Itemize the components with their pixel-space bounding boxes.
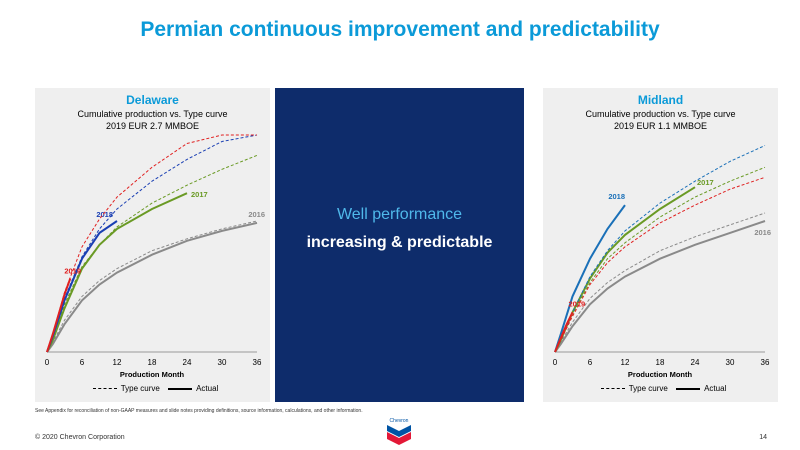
- page-title: Permian continuous improvement and predi…: [140, 18, 660, 41]
- logo-wordmark: Chevron: [390, 418, 409, 424]
- midland-legend: Type curve Actual: [543, 384, 778, 393]
- type-curve-2016: [554, 212, 766, 353]
- actual-curve-2016: [554, 220, 766, 353]
- x-tick-label: 0: [45, 358, 50, 367]
- midland-chart-eur: 2019 EUR 1.1 MMBOE: [613, 121, 708, 131]
- series-label-2018: 2018: [96, 210, 113, 219]
- type-curve-legend-label: Type curve: [628, 384, 668, 393]
- series-label-2016: 2016: [248, 210, 265, 219]
- type-curve-legend-label: Type curve: [120, 384, 160, 393]
- actual-curve-2016: [46, 221, 258, 353]
- actual-curve-2018: [554, 204, 626, 353]
- delaware-line-chart: 0 6 12 18 24 30 36 Production Month 2016 2017 2018…: [45, 134, 265, 379]
- type-curve-2019: [554, 176, 766, 353]
- logo-chevron-top: [387, 425, 411, 437]
- x-tick-label: 30: [218, 358, 227, 367]
- actual-legend-label: Actual: [704, 384, 727, 393]
- x-tick-label: 12: [621, 358, 630, 367]
- actual-curve-2017: [554, 186, 696, 353]
- actual-legend-label: Actual: [196, 384, 219, 393]
- logo-chevron-bottom: [387, 432, 411, 445]
- type-curve-legend-swatch: [92, 388, 117, 390]
- midland-chart-title: Midland: [637, 93, 684, 107]
- x-tick-label: 18: [148, 358, 157, 367]
- midland-chart-panel: Midland Cumulative production vs. Type c…: [543, 88, 778, 402]
- copyright: © 2020 Chevron Corporation: [35, 434, 125, 441]
- series-label-2016: 2016: [754, 228, 771, 237]
- series-label-2017: 2017: [191, 190, 208, 199]
- x-tick-label: 6: [588, 358, 593, 367]
- midland-chart-subtitle: Cumulative production vs. Type curve: [585, 109, 736, 119]
- type-curve-2019: [46, 134, 257, 353]
- x-tick-label: 18: [656, 358, 665, 367]
- footnote: See Appendix for reconciliation of non-G…: [35, 408, 363, 414]
- callout-line-1: Well performance: [336, 206, 463, 223]
- delaware-chart-title: Delaware: [126, 93, 179, 107]
- midland-line-chart: 0 6 12 18 24 30 36 Production Month 2016 2017 2018…: [553, 145, 771, 379]
- series-label-2017: 2017: [697, 178, 714, 187]
- delaware-chart-panel: Delaware Cumulative production vs. Type …: [35, 88, 270, 402]
- callout-line-2: increasing & predictable: [306, 234, 493, 251]
- actual-curve-2017: [46, 192, 188, 353]
- x-tick-label: 6: [80, 358, 85, 367]
- x-axis-label: Production Month: [120, 370, 185, 379]
- series-label-2019: 2019: [569, 299, 586, 308]
- actual-legend-swatch: [168, 387, 193, 390]
- x-tick-label: 36: [761, 358, 770, 367]
- x-tick-label: 24: [691, 358, 700, 367]
- x-tick-label: 12: [113, 358, 122, 367]
- x-axis-label: Production Month: [628, 370, 693, 379]
- x-tick-label: 24: [183, 358, 192, 367]
- delaware-legend: Type curve Actual: [35, 384, 270, 393]
- x-tick-label: 36: [253, 358, 262, 367]
- actual-curve-2019: [554, 311, 574, 353]
- well-performance-callout: Well performance increasing & predictabl…: [275, 88, 524, 402]
- series-label-2019: 2019: [64, 267, 81, 276]
- type-curve-2018: [554, 145, 766, 353]
- page-number: 14: [759, 434, 767, 441]
- x-tick-label: 0: [553, 358, 558, 367]
- x-tick-label: 30: [726, 358, 735, 367]
- actual-legend-swatch: [676, 387, 701, 390]
- delaware-chart-subtitle: Cumulative production vs. Type curve: [77, 109, 228, 119]
- type-curve-2016: [46, 220, 258, 353]
- series-label-2018: 2018: [608, 192, 625, 201]
- type-curve-legend-swatch: [600, 388, 625, 390]
- chevron-logo: Chevron: [387, 418, 411, 445]
- delaware-chart-eur: 2019 EUR 2.7 MMBOE: [105, 121, 200, 131]
- actual-curve-2019: [46, 278, 72, 353]
